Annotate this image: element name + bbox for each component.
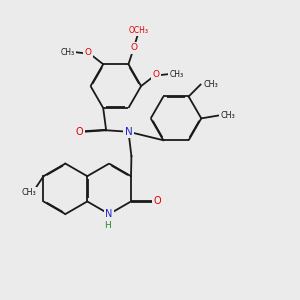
Text: H: H <box>104 221 111 230</box>
Text: CH₃: CH₃ <box>21 188 36 197</box>
Text: O: O <box>152 70 159 79</box>
Text: O: O <box>85 48 92 57</box>
Text: O: O <box>130 44 137 52</box>
Text: N: N <box>124 127 132 137</box>
Text: CH₃: CH₃ <box>61 48 75 57</box>
Text: OCH₃: OCH₃ <box>128 26 148 34</box>
Text: CH₃: CH₃ <box>220 111 236 120</box>
Text: N: N <box>105 209 113 219</box>
Text: CH₃: CH₃ <box>170 70 184 79</box>
Text: O: O <box>76 127 83 137</box>
Text: O: O <box>153 196 161 206</box>
Text: CH₃: CH₃ <box>204 80 218 89</box>
